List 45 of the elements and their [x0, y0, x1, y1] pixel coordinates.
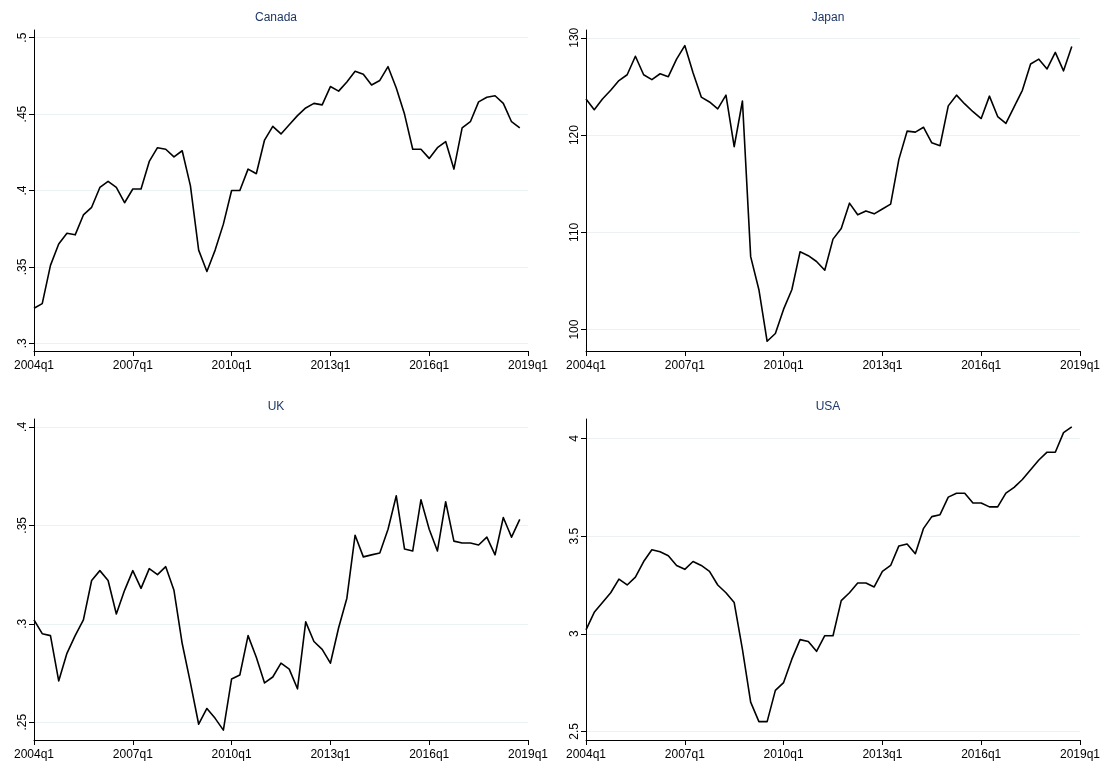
x-tick-label: 2004q1: [565, 358, 607, 372]
y-tick-label: .3: [15, 338, 29, 349]
y-tick-label: 110: [567, 222, 581, 242]
y-tick-label: 2.5: [567, 722, 581, 740]
x-tick-label: 2019q1: [1059, 358, 1101, 372]
x-tick-label: 2010q1: [763, 358, 804, 372]
x-tick-label: 2010q1: [211, 747, 252, 761]
x-tick-label: 2016q1: [961, 747, 1002, 761]
x-tick-label: 2016q1: [409, 358, 450, 372]
y-tick-label: .4: [15, 421, 29, 432]
x-tick-label: 2004q1: [13, 358, 55, 372]
x-tick-label: 2004q1: [13, 747, 55, 761]
y-tick-label: .35: [15, 258, 29, 276]
y-tick-label: .4: [15, 185, 29, 196]
x-tick-label: 2013q1: [310, 747, 351, 761]
y-tick-label: .45: [15, 105, 29, 123]
y-tick-label: .35: [15, 516, 29, 534]
x-tick-label: 2007q1: [664, 358, 706, 372]
x-tick-label: 2013q1: [862, 358, 903, 372]
y-tick-label: 130: [567, 27, 581, 48]
x-tick-label: 2013q1: [862, 747, 903, 761]
x-tick-label: 2019q1: [1059, 747, 1101, 761]
y-tick-label: 4: [567, 434, 581, 442]
x-tick-label: 2010q1: [211, 358, 252, 372]
chart-title: Canada: [254, 10, 298, 24]
x-tick-label: 2016q1: [961, 358, 1002, 372]
chart-title: USA: [815, 399, 841, 413]
x-tick-label: 2019q1: [507, 358, 549, 372]
x-tick-label: 2016q1: [409, 747, 450, 761]
y-tick-label: .5: [15, 32, 29, 43]
x-tick-label: 2013q1: [310, 358, 351, 372]
x-tick-label: 2004q1: [565, 747, 607, 761]
x-tick-label: 2007q1: [112, 358, 154, 372]
chart-title: UK: [267, 399, 285, 413]
x-tick-label: 2007q1: [112, 747, 154, 761]
y-tick-label: 100: [567, 319, 581, 340]
y-tick-label: .25: [15, 713, 29, 731]
chart-title: Japan: [811, 10, 845, 24]
y-tick-label: 120: [567, 124, 581, 146]
y-tick-label: 3: [567, 630, 581, 638]
x-tick-label: 2019q1: [507, 747, 549, 761]
x-tick-label: 2007q1: [664, 747, 706, 761]
y-tick-label: 3.5: [567, 527, 581, 545]
y-tick-label: .3: [15, 618, 29, 629]
x-tick-label: 2010q1: [763, 747, 804, 761]
